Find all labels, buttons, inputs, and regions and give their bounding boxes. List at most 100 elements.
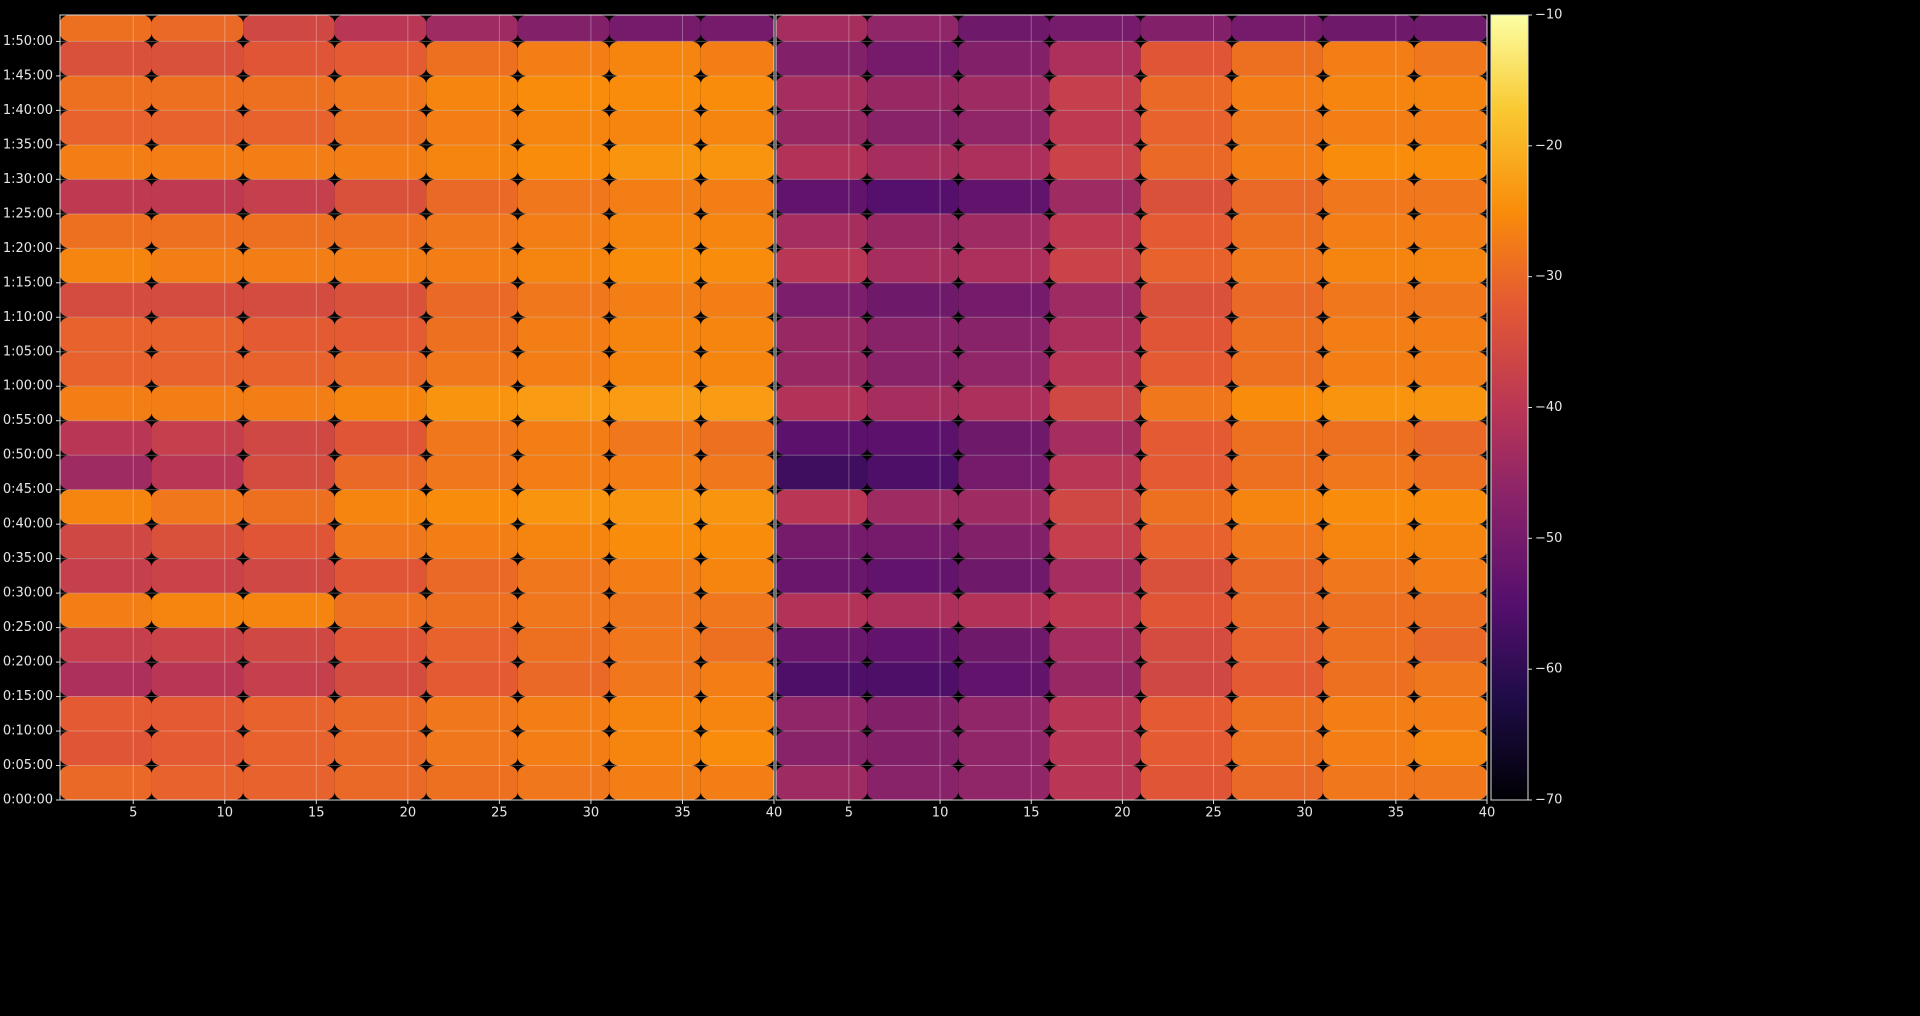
heatmap-cell [609, 317, 701, 352]
heatmap-cell [243, 15, 335, 42]
heatmap-cell [958, 282, 1050, 318]
heatmap-cell [1231, 386, 1323, 421]
heatmap-cell [1322, 41, 1415, 76]
heatmap-cell [517, 213, 610, 249]
heatmap-cell [776, 524, 868, 559]
heatmap-cell [1231, 696, 1323, 732]
heatmap-cell [776, 282, 868, 318]
x-tick-label: 5 [845, 806, 853, 821]
heatmap-cell [700, 627, 774, 663]
heatmap-cell [1140, 351, 1232, 387]
heatmap-cell [426, 144, 518, 180]
heatmap-cell [1414, 144, 1487, 180]
heatmap-cell [60, 696, 152, 732]
heatmap-cell [517, 455, 610, 490]
heatmap-cell [776, 75, 868, 111]
x-tick-label: 35 [1388, 806, 1405, 821]
heatmap-cell [776, 765, 868, 800]
heatmap-cell [1414, 179, 1487, 214]
heatmap-cell [1140, 110, 1232, 145]
heatmap-cell [1231, 420, 1323, 456]
heatmap-cell [867, 593, 959, 628]
heatmap-cell [243, 282, 335, 318]
y-tick-label: 0:50:00 [3, 448, 53, 463]
heatmap-cell [1140, 489, 1232, 525]
heatmap-cell [958, 731, 1050, 766]
heatmap-cell [1322, 317, 1415, 352]
y-tick-label: 0:15:00 [3, 689, 53, 704]
heatmap-cell [334, 41, 427, 76]
heatmap-cell [1414, 248, 1487, 283]
heatmap-cell [1414, 15, 1487, 42]
heatmap-cell [426, 75, 518, 111]
heatmap-cell [1049, 662, 1141, 697]
heatmap-cell [151, 765, 244, 800]
heatmap-cell [60, 282, 152, 318]
heatmap-cell [867, 41, 959, 76]
heatmap-cell [867, 627, 959, 663]
colorbar-tick-label: −10 [1535, 8, 1562, 23]
heatmap-cell [243, 179, 335, 214]
heatmap-cell [1231, 213, 1323, 249]
heatmap-cell [867, 179, 959, 214]
heatmap-cell [700, 248, 774, 283]
heatmap-cell [1231, 627, 1323, 663]
axes-frame [775, 14, 1488, 801]
heatmap-cell [1049, 110, 1141, 145]
heatmap-cell [517, 524, 610, 559]
heatmap-cell [334, 179, 427, 214]
heatmap-cell [700, 110, 774, 145]
heatmap-cell [334, 489, 427, 525]
y-tick-label: 1:35:00 [3, 137, 53, 152]
heatmap-cell [60, 213, 152, 249]
heatmap-cell [867, 110, 959, 145]
heatmap-cell [243, 524, 335, 559]
heatmap-cell [609, 179, 701, 214]
heatmap-cell [243, 317, 335, 352]
heatmap-cell [1322, 731, 1415, 766]
heatmap-cell [151, 351, 244, 387]
heatmap-cell [426, 317, 518, 352]
heatmap-cell [151, 41, 244, 76]
heatmap-cell [867, 731, 959, 766]
heatmap-cell [958, 75, 1050, 111]
heatmap-cell [958, 662, 1050, 697]
heatmap-cell [426, 558, 518, 594]
heatmap-cell [609, 282, 701, 318]
heatmap-cell [151, 248, 244, 283]
heatmap-cell [867, 75, 959, 111]
heatmap-cell [1414, 524, 1487, 559]
heatmap-cell [517, 420, 610, 456]
heatmap-cell [334, 524, 427, 559]
heatmap-cell [1049, 386, 1141, 421]
heatmap-cell [60, 489, 152, 525]
heatmap-cell [60, 420, 152, 456]
heatmap-cell [958, 386, 1050, 421]
heatmap-cell [243, 75, 335, 111]
heatmap-cell [1414, 41, 1487, 76]
heatmap-cell [334, 351, 427, 387]
heatmap-cell [1322, 524, 1415, 559]
heatmap-cell [426, 731, 518, 766]
heatmap-cell [867, 558, 959, 594]
heatmap-cell [700, 731, 774, 766]
heatmap-cell [151, 696, 244, 732]
heatmap-cell [334, 765, 427, 800]
colorbar-tick-label: −20 [1535, 138, 1562, 153]
heatmap-cell [1231, 110, 1323, 145]
heatmap-cell [1322, 455, 1415, 490]
heatmap-cell [1049, 213, 1141, 249]
heatmap-cell [1231, 489, 1323, 525]
heatmap-cell [60, 662, 152, 697]
heatmap-cell [609, 420, 701, 456]
heatmap-cell [517, 765, 610, 800]
colorbar-tick-label: −70 [1535, 793, 1562, 808]
heatmap-cell [60, 15, 152, 42]
heatmap-cell [1231, 662, 1323, 697]
heatmap-cell [1322, 179, 1415, 214]
heatmap-cell [1231, 351, 1323, 387]
heatmap-cell [1231, 144, 1323, 180]
heatmap-cell [60, 386, 152, 421]
y-tick-label: 1:00:00 [3, 379, 53, 394]
heatmap-cell [958, 248, 1050, 283]
